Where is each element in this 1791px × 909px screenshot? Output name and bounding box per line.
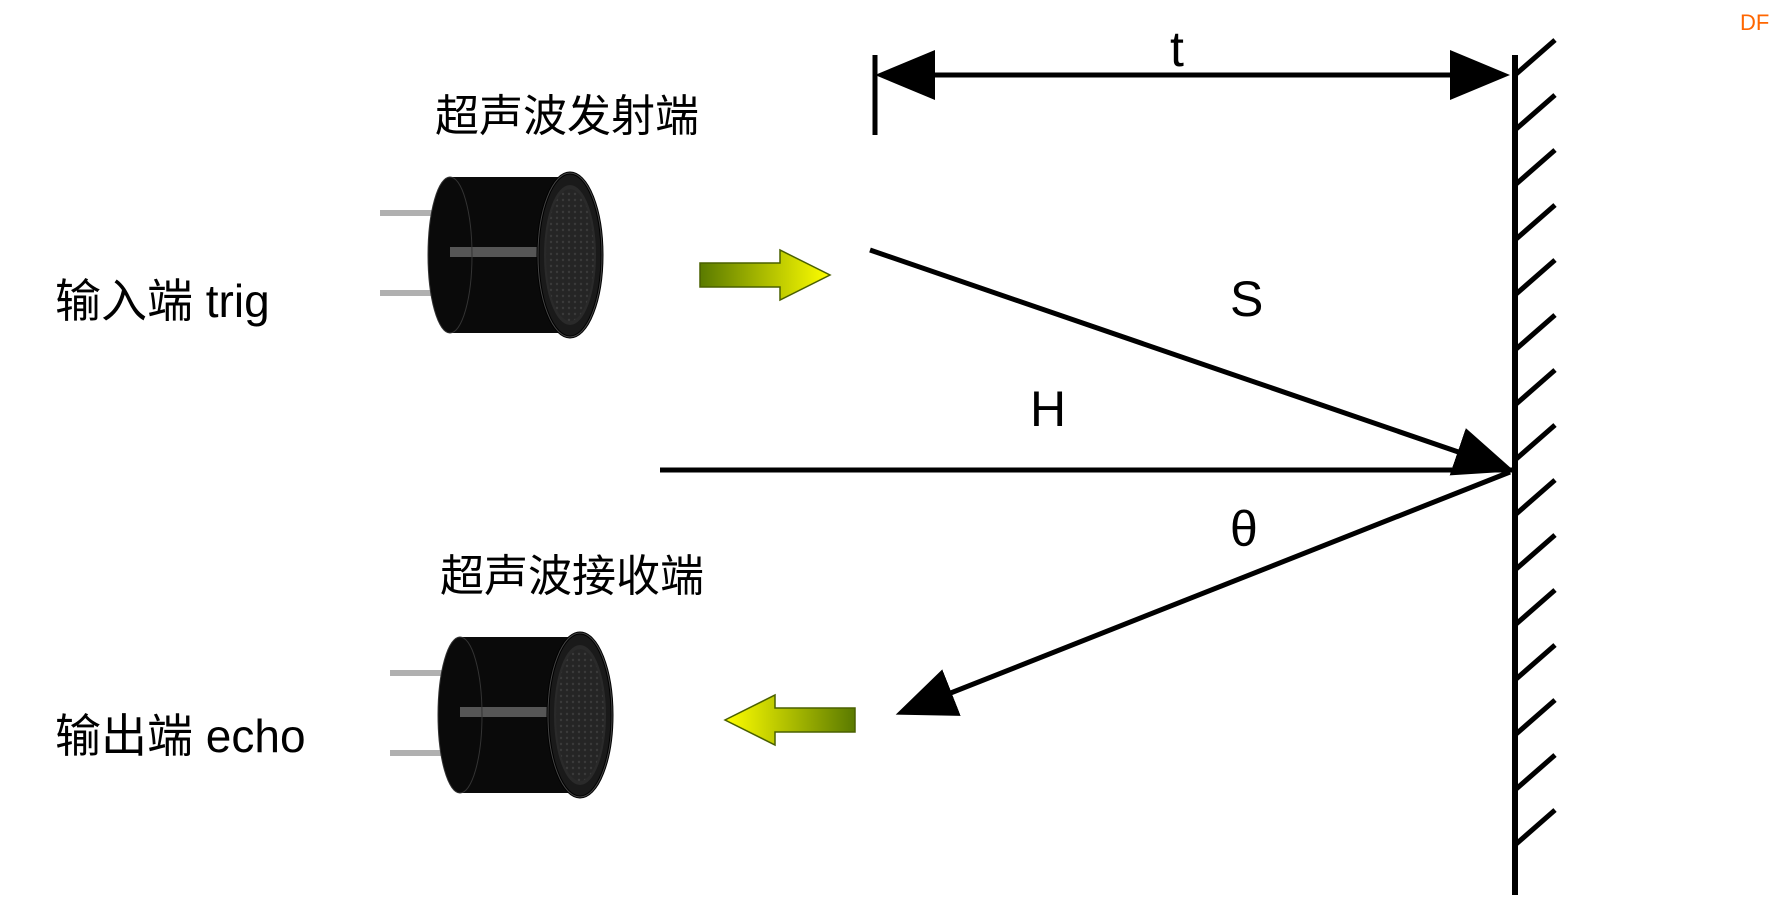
emit-arrow-icon <box>695 245 835 310</box>
transmitter-sensor <box>380 155 580 325</box>
receive-arrow-icon <box>720 690 860 755</box>
receiver-sensor <box>390 615 590 785</box>
h-label: H <box>1030 380 1066 438</box>
transmitter-title: 超声波发射端 <box>435 80 699 144</box>
s-label: S <box>1230 270 1263 328</box>
receiver-title: 超声波接收端 <box>440 540 704 604</box>
t-label: t <box>1170 20 1184 78</box>
output-label: 输出端 echo <box>55 700 306 766</box>
theta-label: θ <box>1230 500 1258 558</box>
input-label: 输入端 trig <box>55 265 270 331</box>
geometry-diagram <box>0 0 1791 909</box>
watermark: DF <box>1740 10 1769 36</box>
